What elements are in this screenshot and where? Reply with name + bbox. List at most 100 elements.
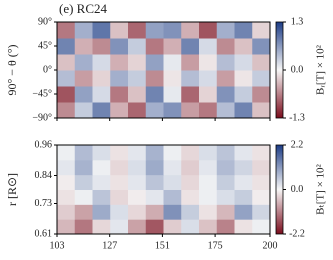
heatmap-cell [110,102,129,119]
heatmap-cell [216,174,235,190]
x-tick-label: 175 [208,240,223,251]
heatmap-cell [181,70,200,87]
heatmap-cell [57,38,76,55]
x-tick-label: 151 [155,240,170,251]
colorbar-label: Bᵣ[T] × 10² [315,44,327,95]
heatmap-cell [199,219,218,235]
heatmap-cell [181,102,200,119]
heatmap-cell [74,189,93,205]
y-axis-label: 90° − θ (°) [5,44,19,95]
heatmap-cell [128,102,147,119]
heatmap-cell [92,70,111,87]
heatmap-cell [128,159,147,176]
chart-title: (e) RC24 [59,1,108,16]
heatmap-cell [199,86,218,103]
heatmap-cell [74,204,93,220]
heatmap-cell [145,54,164,71]
heatmap-cell [252,54,271,71]
y-tick-label: −90° [32,112,52,123]
heatmap-cell [181,204,200,220]
heatmap-cell [74,159,93,176]
heatmap-cell [74,86,93,103]
colorbar-tick-label: 2.2 [291,139,304,150]
heatmap-cell [57,174,76,190]
heatmap-cell [234,145,253,161]
heatmap-cell [181,38,200,55]
heatmap-cell [145,86,164,103]
colorbar-tick-label: -1.3 [289,112,305,123]
heatmap-cell [163,145,182,161]
heatmap-cell [216,86,235,103]
heatmap-cell [110,86,129,103]
y-tick-label: 0.84 [35,170,53,181]
heatmap-cell [199,102,218,119]
heatmap-cell [128,189,147,205]
heatmap-cell [234,70,253,87]
colorbar-tick-label: 1.3 [291,16,304,27]
heatmap-cell [92,189,111,205]
heatmap-cell [145,38,164,55]
heatmap-cell [199,189,218,205]
heatmap-cell [163,86,182,103]
y-tick-label: 0.96 [35,139,53,150]
heatmap-cell [145,70,164,87]
heatmap-cell [92,159,111,176]
heatmap-cell [128,145,147,161]
heatmap-cell [57,159,76,176]
heatmap-cell [234,86,253,103]
heatmap-cell [163,102,182,119]
heatmap-cell [234,219,253,235]
heatmap-cell [128,38,147,55]
y-tick-label: 90° [38,16,52,27]
colorbar-tick-label: 0.0 [291,184,304,195]
heatmap-cell [216,22,235,39]
heatmap-cell [92,86,111,103]
heatmap-cell [199,38,218,55]
heatmap-cell [163,189,182,205]
heatmap-cell [74,102,93,119]
y-tick-label: 0° [43,64,52,75]
colorbar [275,144,284,235]
heatmap-cell [145,145,164,161]
heatmap-cell [145,102,164,119]
heatmap-cell [57,204,76,220]
y-tick-label: 45° [38,40,52,51]
heatmap-cell [92,219,111,235]
heatmap-cell [57,22,76,39]
heatmap-cell [92,204,111,220]
heatmap-cell [181,54,200,71]
heatmap [57,22,271,119]
heatmap-cell [181,22,200,39]
heatmap-cell [145,189,164,205]
heatmap-cell [163,54,182,71]
heatmap-cell [163,204,182,220]
heatmap-cell [145,174,164,190]
heatmap-cell [252,204,271,220]
heatmap-cell [234,159,253,176]
heatmap-cell [92,22,111,39]
heatmap-cell [163,38,182,55]
heatmap-cell [145,159,164,176]
heatmap-cell [74,219,93,235]
heatmap-cell [92,102,111,119]
heatmap-cell [57,102,76,119]
heatmap-cell [110,70,129,87]
heatmap-cell [181,159,200,176]
heatmap-cell [252,102,271,119]
heatmap-cell [252,145,271,161]
heatmap-cell [74,145,93,161]
heatmap-cell [145,22,164,39]
heatmap-cell [74,22,93,39]
heatmap-cell [216,38,235,55]
heatmap-cell [181,174,200,190]
heatmap-cell [57,70,76,87]
heatmap-cell [110,22,129,39]
heatmap-cell [92,145,111,161]
heatmap-cell [74,38,93,55]
heatmap-cell [57,189,76,205]
heatmap-cell [128,174,147,190]
y-tick-label: −45° [32,88,52,99]
heatmap-cell [145,204,164,220]
heatmap-cell [57,145,76,161]
heatmap-cell [110,159,129,176]
